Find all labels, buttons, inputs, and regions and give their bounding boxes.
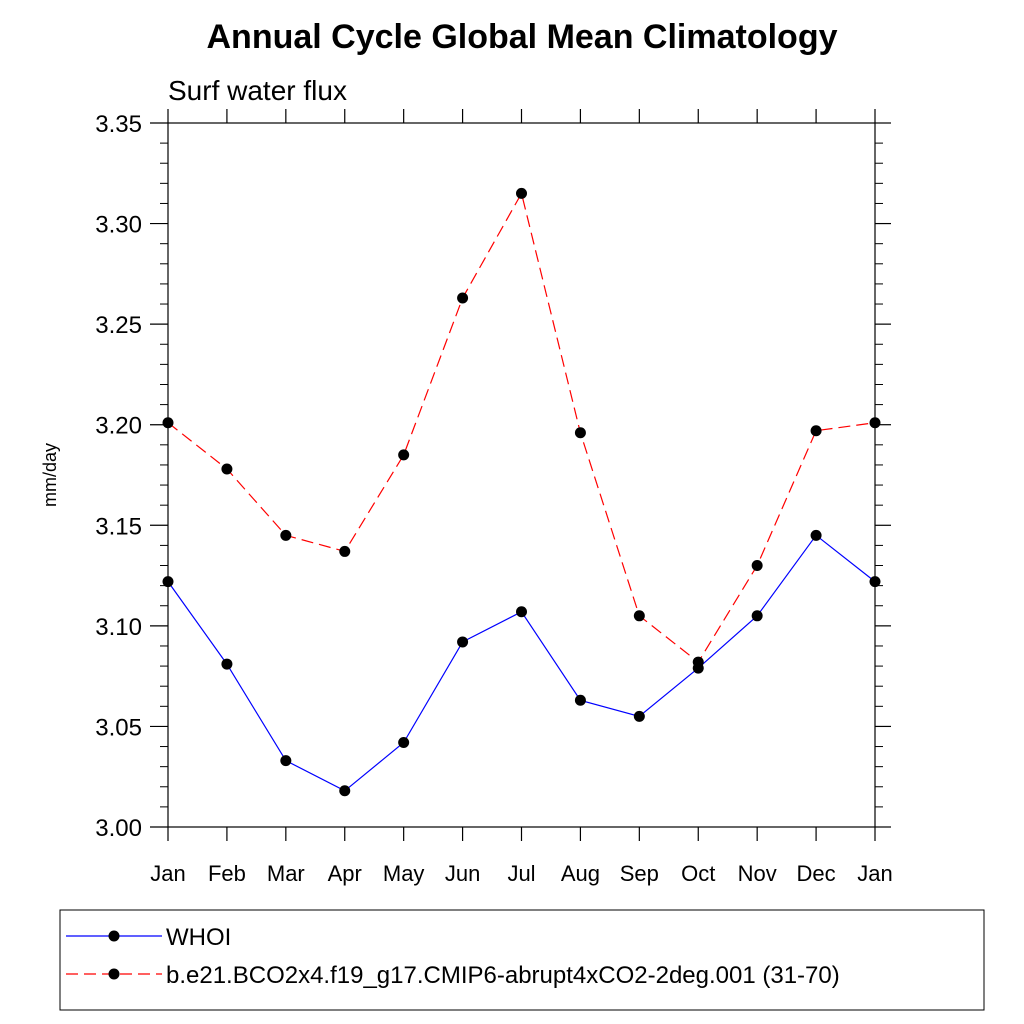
y-tick-label: 3.05: [95, 714, 142, 741]
data-point: [633, 610, 645, 622]
data-point: [457, 636, 469, 648]
x-tick-label: Apr: [328, 861, 362, 886]
x-tick-label: Oct: [681, 861, 715, 886]
series-line-1: [167, 534, 876, 792]
y-tick-label: 3.25: [95, 312, 142, 339]
chart-title: Annual Cycle Global Mean Climatology: [207, 18, 838, 56]
x-tick-label: Jan: [150, 861, 185, 886]
y-tick-label: 3.30: [95, 212, 142, 239]
x-tick-label: Sep: [620, 861, 659, 886]
data-point: [280, 529, 292, 541]
data-point: [457, 292, 469, 304]
data-point: [339, 545, 351, 557]
y-tick-label: 3.00: [95, 815, 142, 842]
data-point: [692, 656, 704, 668]
x-tick-label: Jun: [445, 861, 480, 886]
data-point: [221, 463, 233, 475]
data-point: [339, 785, 351, 797]
y-axis-label: mm/day: [40, 443, 60, 507]
data-point: [751, 610, 763, 622]
data-point: [162, 417, 174, 429]
data-point: [869, 417, 881, 429]
legend-marker: [108, 968, 120, 980]
chart-subtitle: Surf water flux: [168, 75, 347, 106]
plot-frame: [167, 122, 876, 828]
data-point: [751, 560, 763, 572]
data-point: [810, 529, 822, 541]
legend-label-1: WHOI: [166, 924, 231, 951]
data-point: [574, 427, 586, 439]
y-tick-label: 3.10: [95, 614, 142, 641]
y-tick-label: 3.35: [95, 111, 142, 138]
data-point: [516, 606, 527, 618]
x-tick-label: Mar: [267, 861, 305, 886]
y-tick-label: 3.20: [95, 413, 142, 440]
legend: WHOI b.e21.BCO2x4.f19_g17.CMIP6-abrupt4xC…: [59, 909, 985, 1011]
legend-box: [59, 909, 985, 1011]
plot-axes: 3.00 3.05 3.10 3.15 3.20 3.25 3.30 3.35 Jan Feb Ma…: [95, 109, 893, 886]
x-tick-label: Feb: [208, 861, 246, 886]
legend-label-2: b.e21.BCO2x4.f19_g17.CMIP6-abrupt4xCO2-2…: [166, 962, 840, 989]
data-point: [398, 449, 410, 461]
data-point: [221, 658, 233, 670]
data-point: [398, 737, 410, 749]
y-tick-label: 3.15: [95, 513, 142, 540]
data-point: [280, 755, 292, 767]
data-point: [162, 576, 174, 588]
legend-marker: [108, 930, 120, 942]
x-tick-label: Jan: [857, 861, 892, 886]
x-tick-label: Aug: [561, 861, 600, 886]
x-tick-label: Dec: [797, 861, 836, 886]
x-tick-label: May: [383, 861, 425, 886]
series-layer: [162, 187, 881, 797]
data-point: [633, 710, 645, 722]
data-point: [810, 425, 822, 437]
series-line-2: [167, 191, 876, 663]
data-point: [574, 694, 586, 706]
data-point: [869, 576, 881, 588]
x-tick-label: Nov: [738, 861, 777, 886]
data-point: [516, 187, 527, 199]
x-tick-label: Jul: [507, 861, 535, 886]
